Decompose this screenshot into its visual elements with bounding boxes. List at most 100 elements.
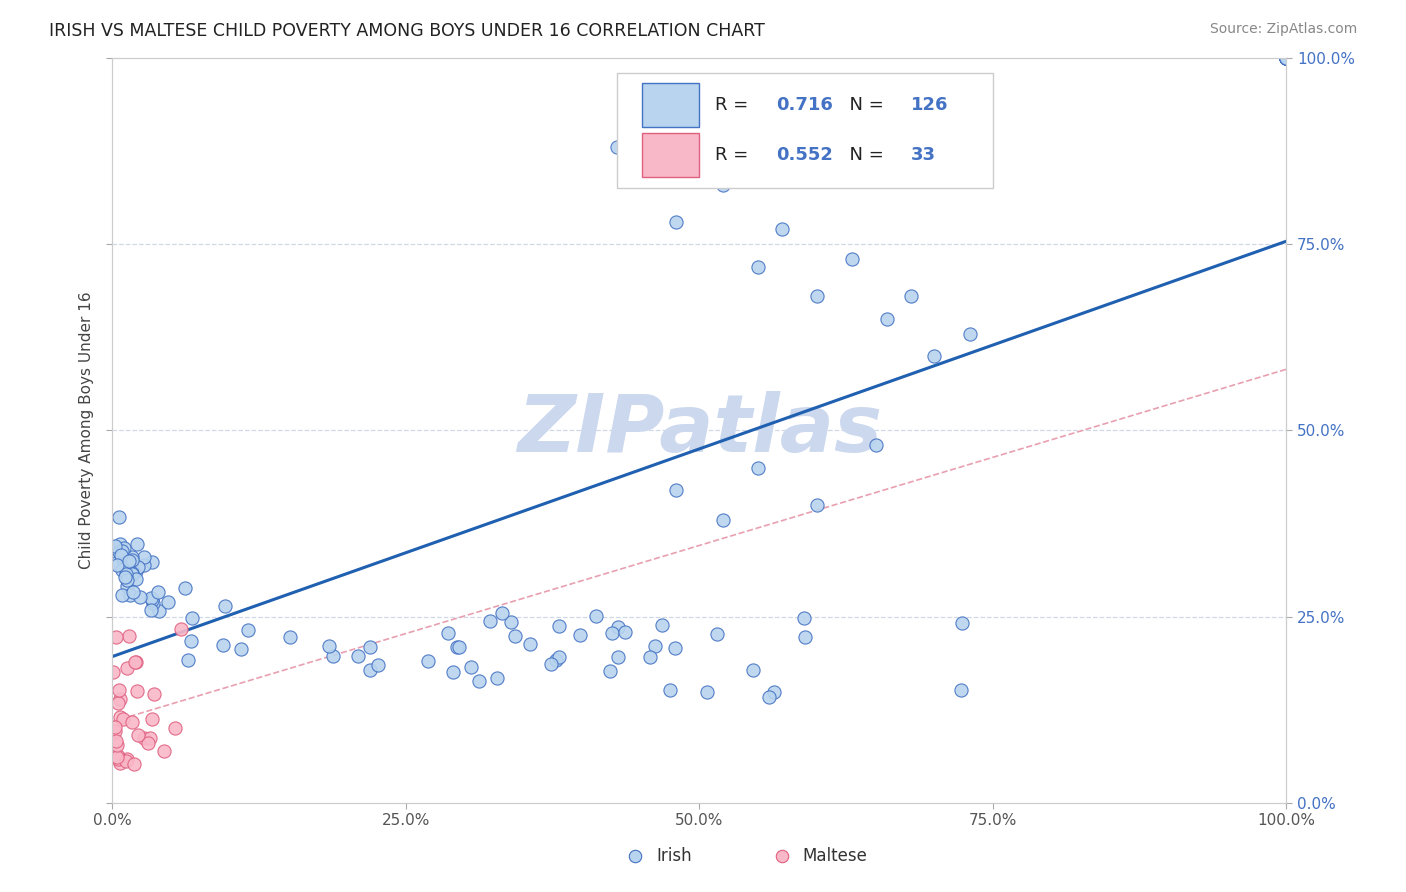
- Point: [322, 648, 344, 663]
- Point: [665, 483, 688, 497]
- Point: [105, 738, 128, 752]
- Point: [110, 549, 132, 563]
- Point: [758, 690, 780, 704]
- Point: [503, 629, 526, 643]
- Point: [180, 634, 202, 648]
- Point: [770, 849, 793, 863]
- Point: [1275, 51, 1298, 65]
- Point: [1275, 51, 1298, 65]
- Point: [104, 720, 127, 734]
- Point: [841, 252, 863, 266]
- Point: [1275, 51, 1298, 65]
- Point: [711, 513, 734, 527]
- Point: [127, 728, 149, 742]
- FancyBboxPatch shape: [643, 83, 700, 127]
- Point: [614, 625, 637, 640]
- Point: [950, 682, 973, 697]
- Point: [437, 626, 460, 640]
- Point: [114, 549, 136, 564]
- Point: [121, 585, 143, 599]
- Point: [665, 215, 688, 229]
- Text: R =: R =: [714, 96, 754, 114]
- Point: [121, 566, 143, 580]
- Point: [638, 650, 661, 665]
- Point: [125, 656, 148, 670]
- Point: [170, 623, 193, 637]
- Point: [105, 556, 128, 570]
- Point: [103, 665, 125, 680]
- Point: [876, 311, 898, 326]
- Point: [177, 653, 200, 667]
- Point: [950, 615, 973, 630]
- Point: [141, 555, 163, 569]
- Point: [112, 556, 135, 570]
- Point: [125, 564, 148, 578]
- Point: [115, 573, 138, 587]
- Point: [124, 656, 146, 670]
- Point: [346, 648, 368, 663]
- Point: [747, 260, 769, 274]
- Text: ZIPatlas: ZIPatlas: [517, 392, 882, 469]
- Point: [104, 539, 127, 553]
- Point: [129, 590, 152, 604]
- Y-axis label: Child Poverty Among Boys Under 16: Child Poverty Among Boys Under 16: [79, 292, 94, 569]
- Point: [107, 752, 129, 766]
- Point: [153, 744, 176, 758]
- Point: [651, 618, 673, 632]
- FancyBboxPatch shape: [643, 133, 700, 177]
- Point: [479, 614, 502, 628]
- Point: [585, 609, 607, 624]
- Point: [706, 627, 728, 641]
- Point: [121, 553, 143, 567]
- Point: [624, 849, 647, 863]
- Text: N =: N =: [838, 96, 890, 114]
- Point: [416, 654, 439, 668]
- Point: [599, 665, 621, 679]
- Point: [112, 712, 135, 726]
- FancyBboxPatch shape: [617, 73, 993, 188]
- Point: [120, 588, 142, 602]
- Point: [231, 642, 253, 657]
- Point: [115, 754, 138, 768]
- Point: [115, 579, 138, 593]
- Point: [114, 552, 136, 566]
- Point: [793, 610, 815, 624]
- Point: [108, 692, 131, 706]
- Point: [108, 541, 131, 556]
- Point: [491, 606, 513, 620]
- Point: [486, 672, 509, 686]
- Text: Maltese: Maltese: [803, 847, 868, 865]
- Point: [121, 566, 143, 581]
- Point: [763, 685, 786, 699]
- Point: [806, 289, 828, 303]
- Point: [770, 222, 793, 236]
- Point: [1275, 51, 1298, 65]
- Point: [1275, 51, 1298, 65]
- Point: [367, 657, 389, 672]
- Point: [107, 697, 129, 711]
- Point: [606, 620, 628, 634]
- Point: [121, 549, 143, 564]
- Point: [806, 498, 828, 512]
- Point: [111, 563, 134, 577]
- Point: [174, 581, 197, 595]
- Point: [519, 637, 541, 651]
- Point: [115, 566, 138, 581]
- Point: [900, 289, 922, 303]
- Point: [467, 673, 489, 688]
- Point: [108, 756, 131, 770]
- Text: Source: ZipAtlas.com: Source: ZipAtlas.com: [1209, 22, 1357, 37]
- Point: [460, 660, 482, 674]
- Point: [600, 625, 623, 640]
- Point: [112, 541, 135, 555]
- Point: [658, 683, 681, 698]
- Point: [114, 561, 136, 575]
- Point: [125, 684, 148, 698]
- Text: IRISH VS MALTESE CHILD POVERTY AMONG BOYS UNDER 16 CORRELATION CHART: IRISH VS MALTESE CHILD POVERTY AMONG BOY…: [49, 22, 765, 40]
- Point: [121, 554, 143, 568]
- Point: [146, 585, 169, 599]
- Point: [127, 537, 149, 551]
- Point: [125, 572, 148, 586]
- Point: [1275, 51, 1298, 65]
- Point: [540, 657, 562, 671]
